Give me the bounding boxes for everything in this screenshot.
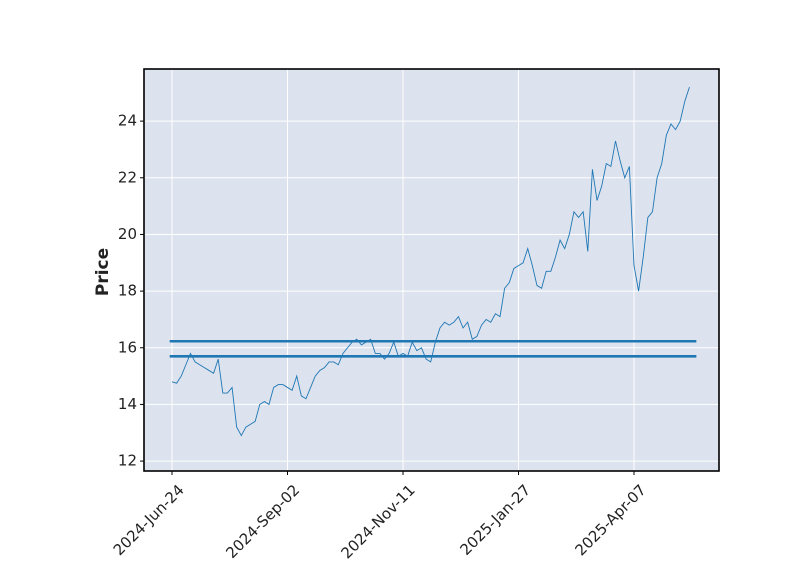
plot-area — [144, 69, 719, 471]
x-tick-label: 2025-Jan-27 — [456, 481, 534, 559]
y-tick-label: 18 — [118, 282, 137, 300]
price-line — [171, 86, 690, 437]
plot-frame — [143, 68, 720, 472]
x-tick-label: 2024-Jun-24 — [110, 481, 188, 559]
y-tick-label: 16 — [118, 338, 137, 356]
y-axis-label: Price — [93, 248, 113, 296]
x-tick-label: 2024-Sep-02 — [222, 481, 303, 562]
y-tick-label: 24 — [118, 112, 137, 130]
y-tick-label: 22 — [118, 168, 137, 186]
y-tick-label: 12 — [118, 452, 137, 470]
x-tick-label: 2025-Apr-07 — [571, 481, 649, 559]
x-tick-label: 2024-Nov-11 — [337, 481, 418, 562]
y-tick-label: 14 — [118, 395, 137, 413]
y-tick-label: 20 — [118, 225, 137, 243]
plot-layer — [144, 69, 719, 471]
